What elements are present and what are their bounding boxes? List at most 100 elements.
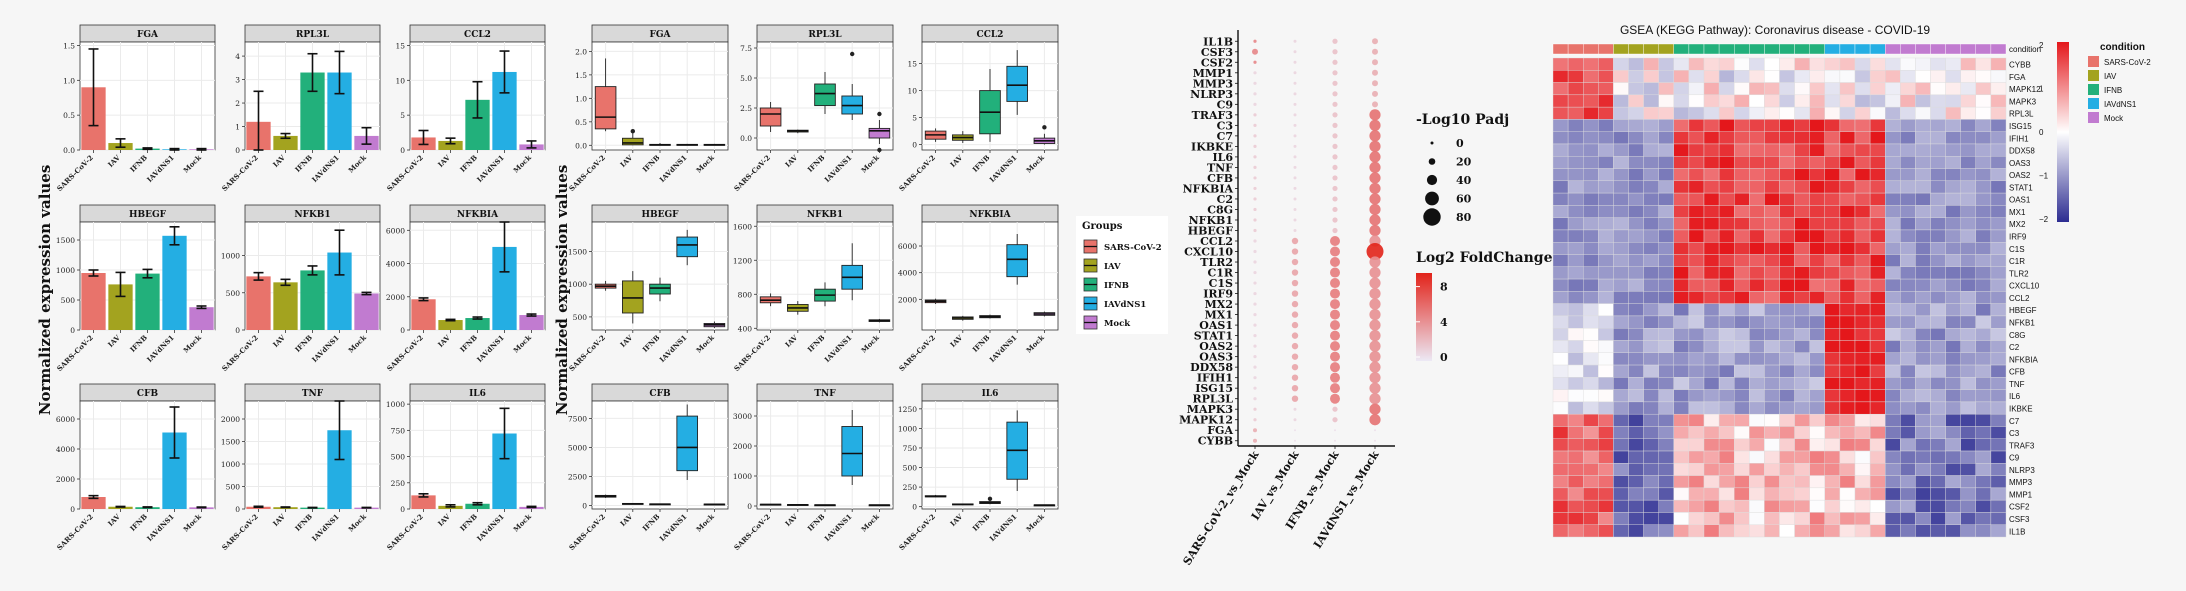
heatmap-cell [1764, 377, 1780, 390]
heatmap-cell [1794, 192, 1810, 206]
heatmap-cell [1598, 364, 1614, 378]
dotplot-point [1253, 92, 1257, 96]
heatmap-cell [1764, 475, 1780, 489]
heatmap-cell [1839, 131, 1856, 145]
bar-panel-ccl2-y-tick-label: 10 [395, 76, 405, 85]
heatmap-cell [1718, 266, 1735, 280]
heatmap-cell [1794, 119, 1810, 132]
bar-panel-fga-strip-label: FGA [137, 30, 159, 40]
heatmap-cell [1794, 426, 1810, 439]
heatmap-cell [1598, 180, 1614, 194]
heatmap-cell [1552, 266, 1569, 280]
heatmap-cell [1703, 156, 1720, 169]
heatmap-cell [1613, 303, 1629, 317]
heatmap-cell [1869, 180, 1886, 194]
heatmap-cell [1824, 82, 1841, 96]
dotplot-point [1334, 429, 1336, 432]
heatmap-row-label: NLRP3 [2009, 466, 2035, 475]
heatmap-cell [1598, 524, 1614, 538]
heatmap-cell [1779, 487, 1795, 501]
heatmap-cell [1809, 192, 1825, 206]
heatmap-cell [1915, 180, 1931, 194]
dotplot-gene-label: C2 [1217, 193, 1233, 206]
bar-panel-il6-y-tick-label: 500 [391, 453, 406, 462]
heatmap-cell [1688, 438, 1705, 452]
heatmap-cell [1613, 82, 1629, 96]
heatmap-cell [1930, 131, 1946, 145]
heatmap-cell [1854, 315, 1871, 329]
heatmap-annotation-cell [1960, 43, 1976, 55]
heatmap-cell [1975, 438, 1992, 452]
heatmap-cell [1990, 229, 2007, 243]
box-panel-rpl3l-x-tick-label: IAVdNS1 [823, 153, 854, 184]
heatmap-cell [1960, 524, 1976, 538]
heatmap-cell [1552, 291, 1569, 304]
heatmap-cell [1854, 217, 1871, 231]
heatmap-cell [1688, 340, 1705, 353]
condition-legend-key [2088, 98, 2099, 109]
heatmap-cell [1598, 168, 1614, 182]
heatmap-cell [1749, 180, 1765, 194]
heatmap-cell [1824, 364, 1841, 378]
heatmap-cell [1824, 413, 1841, 427]
box-panel-cfb-y-tick-label: 0 [582, 502, 587, 511]
heatmap-cell [1960, 119, 1976, 132]
heatmap-cell [1839, 426, 1856, 439]
heatmap-cell [1703, 106, 1720, 120]
heatmap-cell [1749, 487, 1765, 501]
heatmap-cell [1975, 499, 1992, 513]
heatmap-cell [1915, 524, 1931, 538]
heatmap-cell [1990, 340, 2007, 353]
heatmap-cell [1824, 377, 1841, 390]
heatmap-cell [1628, 315, 1644, 329]
heatmap-cell [1613, 328, 1629, 341]
heatmap-cell [1703, 364, 1720, 378]
heatmap-cell [1930, 512, 1946, 525]
heatmap-cell [1884, 475, 1901, 489]
heatmap-cell [1613, 401, 1629, 415]
heatmap-cell [1733, 463, 1750, 476]
heatmap-cell [1658, 180, 1674, 194]
box-panel-hbegf-box [649, 283, 671, 295]
heatmap-cell [1930, 205, 1946, 218]
heatmap-cell [1930, 143, 1946, 157]
heatmap-cell [1915, 119, 1931, 132]
groups-legend-label: Mock [1104, 319, 1131, 329]
heatmap-cell [1869, 131, 1886, 145]
box-panel-cfb-x-tick-label: IAVdNS1 [658, 512, 689, 543]
heatmap-cell [1884, 205, 1901, 218]
heatmap-cell [1975, 106, 1992, 120]
heatmap-cell [1703, 315, 1720, 329]
dotplot-point [1330, 288, 1340, 299]
heatmap-cell [1930, 168, 1946, 182]
heatmap-cell [1990, 205, 2007, 218]
heatmap-cell [1718, 131, 1735, 145]
heatmap-cell [1718, 352, 1735, 366]
heatmap-cell [1658, 168, 1674, 182]
heatmap-cell [1582, 352, 1599, 366]
heatmap-cell [1809, 168, 1825, 182]
heatmap-cell [1552, 389, 1569, 403]
heatmap-cell [1582, 524, 1599, 538]
heatmap-cell [1733, 499, 1750, 513]
heatmap-annotation-cell [1900, 43, 1916, 55]
heatmap-cell [1703, 131, 1720, 145]
heatmap-cell [1839, 242, 1856, 255]
heatmap-cell [1764, 131, 1780, 145]
heatmap-cell [1915, 377, 1931, 390]
bar-panel-nfkb1-strip-label: NFKB1 [294, 210, 330, 220]
heatmap-cell [1628, 229, 1644, 243]
heatmap-cell [1869, 205, 1886, 218]
heatmap-cell [1598, 475, 1614, 489]
dotplot-point [1253, 270, 1257, 275]
heatmap-cell [1613, 168, 1629, 182]
heatmap-cell [1839, 254, 1856, 267]
heatmap-cell [1749, 217, 1765, 231]
heatmap-cell [1733, 364, 1750, 378]
bar-panel-hbegf-y-tick-label: 1000 [56, 266, 75, 275]
heatmap-cell [1552, 168, 1569, 182]
dotplot-point [1369, 182, 1381, 195]
bar-panel-nfkb1-x-tick-label: Mock [346, 333, 368, 355]
heatmap-cell [1869, 192, 1886, 206]
